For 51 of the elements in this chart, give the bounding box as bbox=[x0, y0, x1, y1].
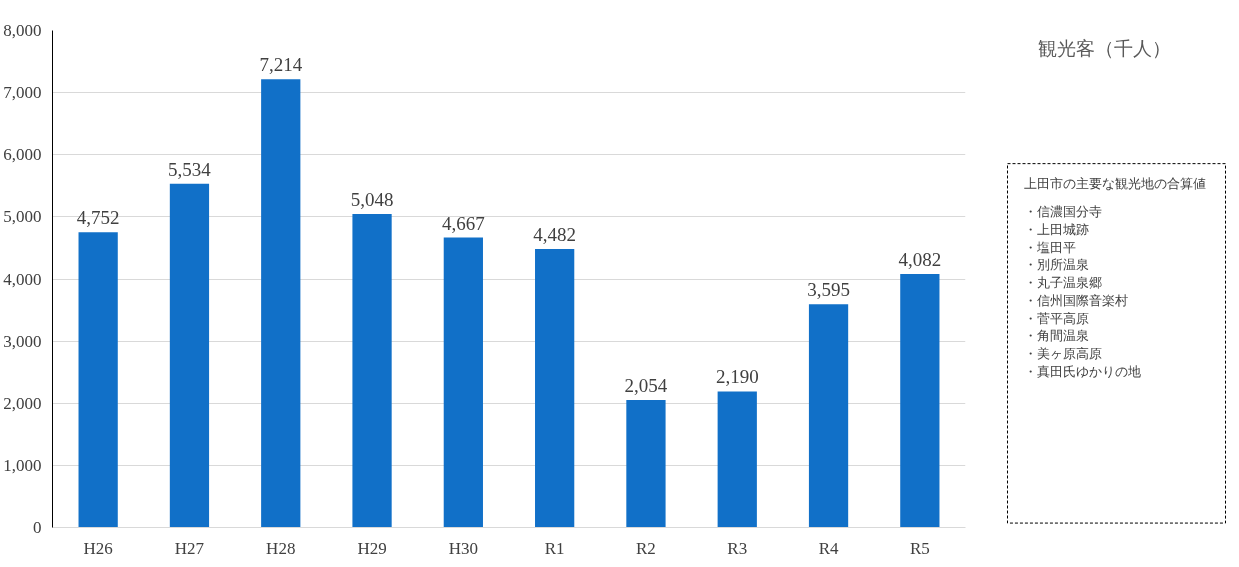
data-label: 2,190 bbox=[715, 366, 759, 388]
text: ・菅平高原 bbox=[1023, 310, 1089, 326]
x-tick-label: R4 bbox=[818, 538, 839, 558]
bar bbox=[169, 183, 210, 528]
x-tick-label: R2 bbox=[636, 538, 656, 558]
y-tick-label: 5,000 bbox=[3, 207, 42, 227]
text: ・丸子温泉郷 bbox=[1023, 275, 1102, 291]
bar bbox=[808, 304, 849, 528]
x-tick-label: H30 bbox=[448, 538, 478, 558]
text: ・上田城跡 bbox=[1023, 221, 1089, 237]
y-tick-label: 0 bbox=[33, 518, 42, 537]
text: ・塩田平 bbox=[1023, 239, 1076, 255]
y-tick-label: 6,000 bbox=[3, 145, 42, 165]
text: ・別所温泉 bbox=[1023, 257, 1089, 273]
bar bbox=[443, 237, 483, 528]
text: ・信濃国分寺 bbox=[1023, 204, 1102, 220]
bar bbox=[78, 232, 118, 528]
text: 上田市の主要な観光地の合算値 bbox=[1023, 175, 1206, 191]
data-label: 3,595 bbox=[807, 279, 850, 301]
y-tick-label: 4,000 bbox=[3, 269, 42, 289]
data-label: 2,054 bbox=[624, 374, 668, 396]
y-tick-label: 3,000 bbox=[3, 331, 42, 351]
y-tick-label: 1,000 bbox=[3, 455, 42, 475]
bar bbox=[900, 273, 940, 528]
y-tick-label: 7,000 bbox=[3, 83, 42, 103]
x-tick-label: H27 bbox=[174, 538, 205, 558]
x-tick-label: R1 bbox=[544, 538, 565, 558]
y-tick-label: 8,000 bbox=[3, 21, 42, 40]
data-label: 7,214 bbox=[259, 54, 303, 76]
data-label: 4,667 bbox=[441, 212, 485, 234]
data-label: 5,048 bbox=[350, 188, 394, 210]
text: ・角間温泉 bbox=[1023, 328, 1089, 344]
x-tick-label: H29 bbox=[357, 538, 387, 558]
data-label: 5,534 bbox=[168, 158, 212, 180]
data-label: 4,752 bbox=[76, 207, 120, 229]
x-tick-label: H26 bbox=[83, 538, 113, 558]
text: 観光客（千人） bbox=[1038, 37, 1171, 61]
bar bbox=[626, 399, 666, 528]
x-tick-label: H28 bbox=[266, 538, 296, 558]
bar bbox=[535, 249, 575, 528]
x-tick-label: R3 bbox=[727, 538, 748, 558]
bar bbox=[717, 391, 757, 528]
bar bbox=[352, 213, 392, 528]
text: ・真田氏ゆかりの地 bbox=[1023, 363, 1141, 379]
text: ・信州国際音楽村 bbox=[1023, 292, 1128, 308]
y-tick-label: 2,000 bbox=[3, 393, 42, 413]
x-tick-label: R5 bbox=[909, 538, 930, 558]
data-label: 4,082 bbox=[898, 248, 942, 270]
data-label: 4,482 bbox=[533, 224, 577, 246]
bar bbox=[261, 79, 301, 528]
text: ・美ヶ原高原 bbox=[1023, 346, 1102, 362]
